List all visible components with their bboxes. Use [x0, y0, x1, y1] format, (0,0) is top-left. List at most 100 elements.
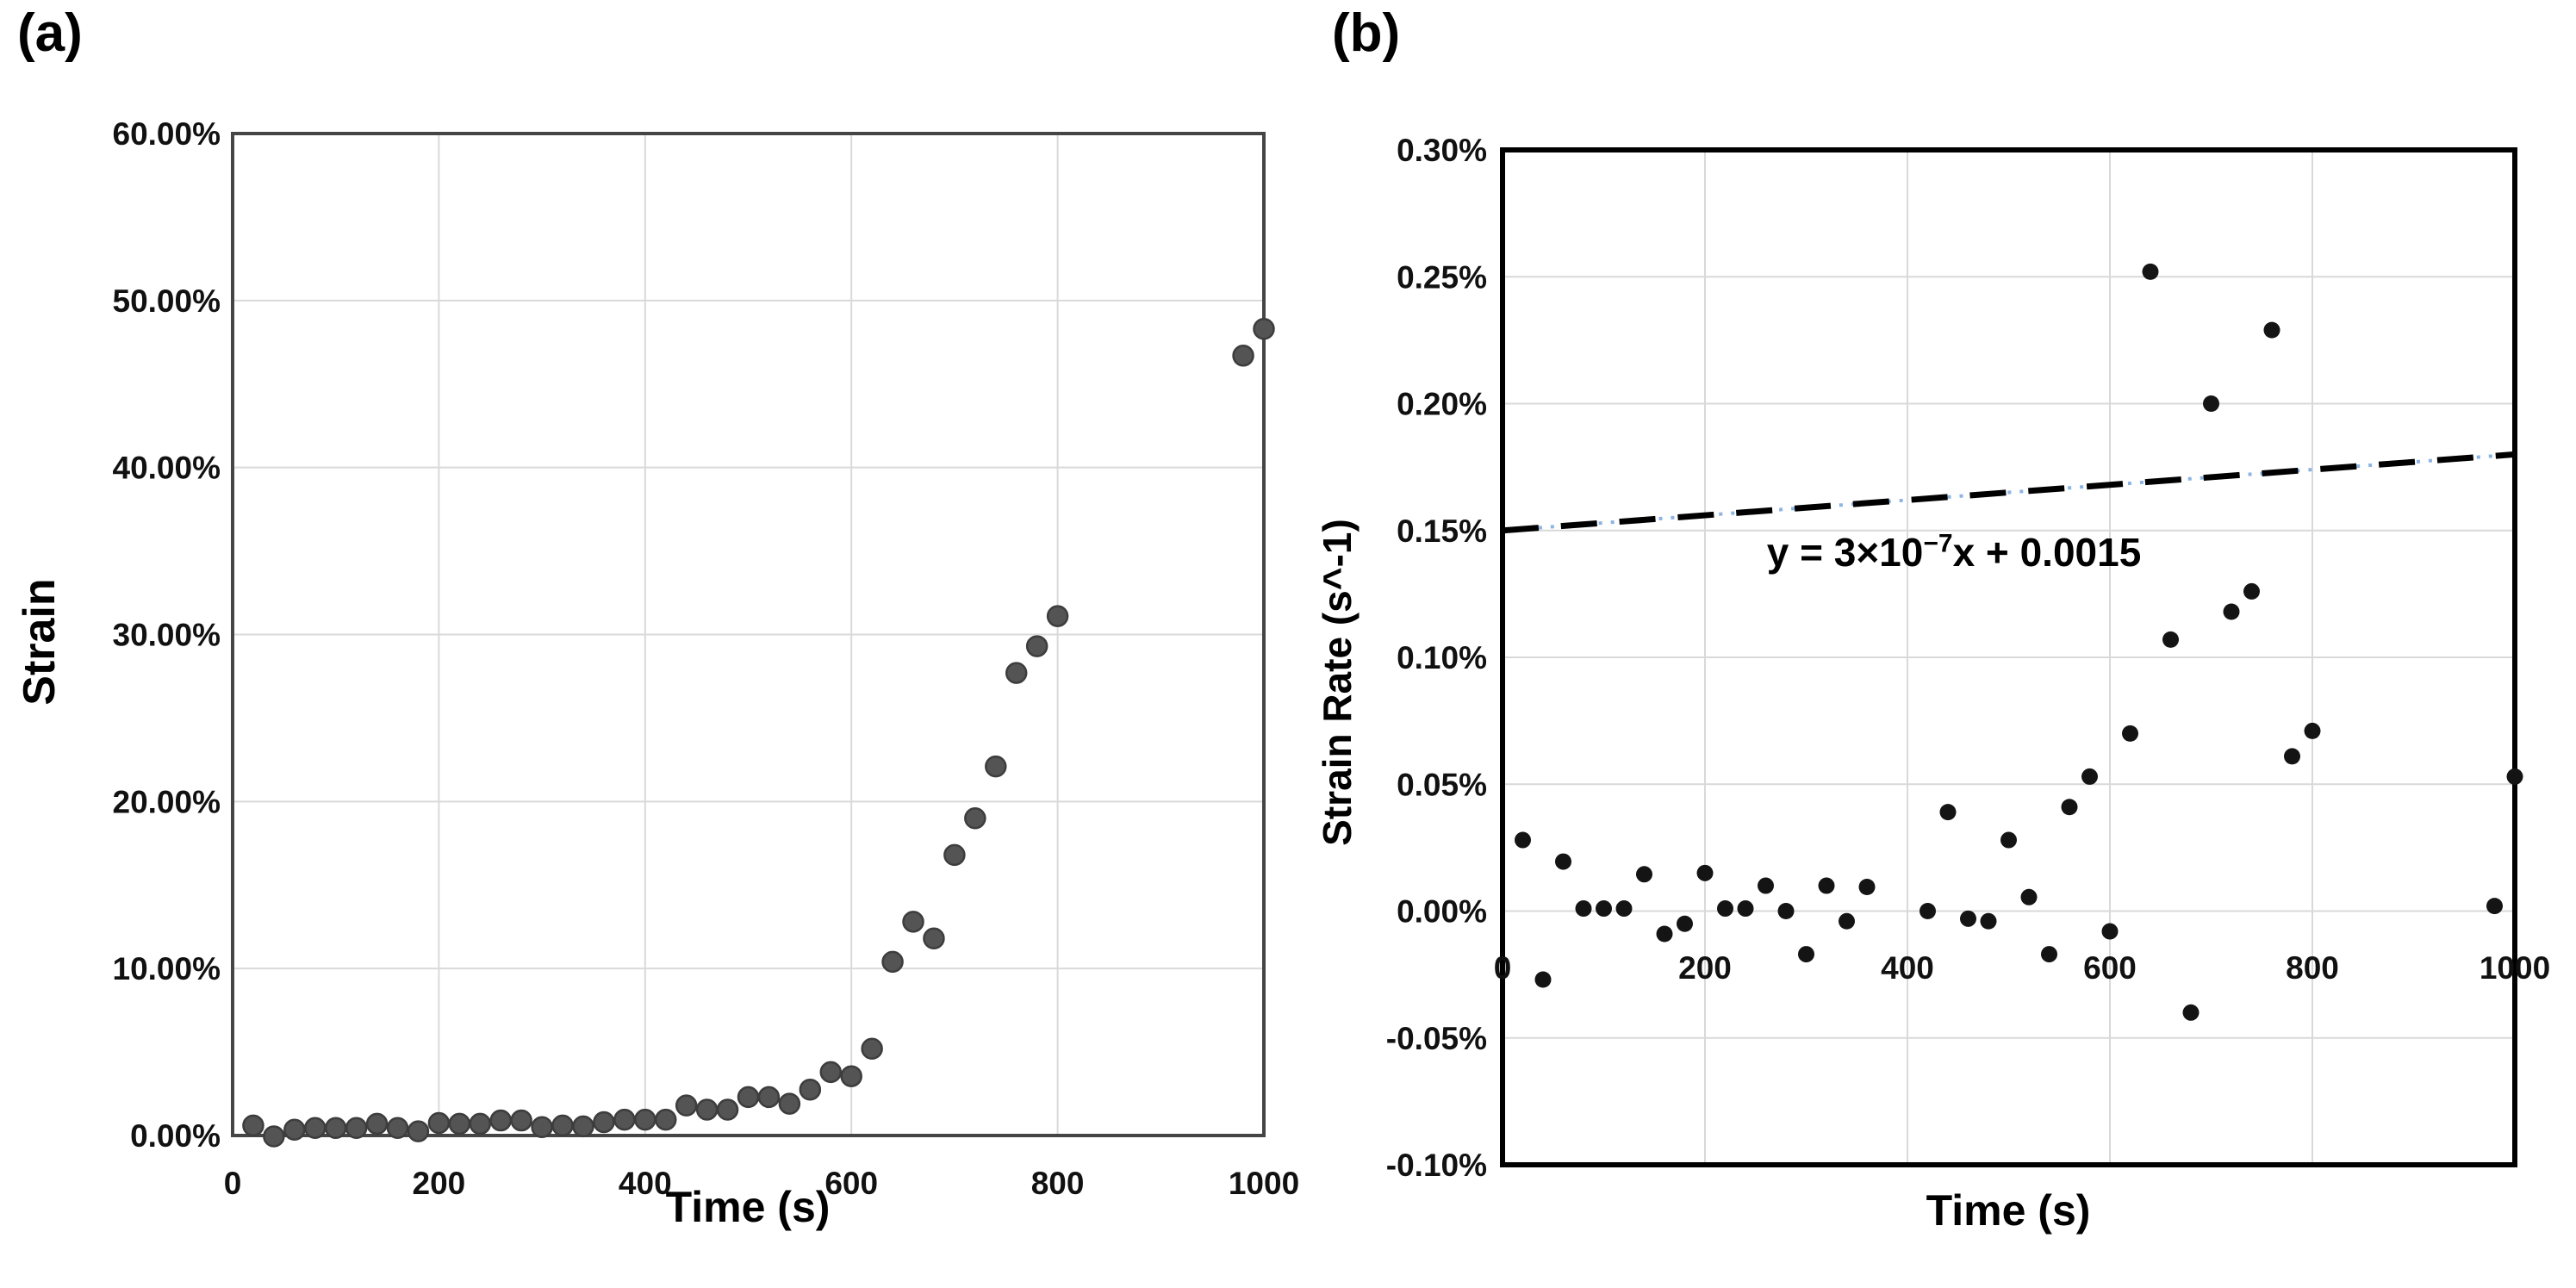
data-point	[2203, 395, 2219, 412]
data-point	[778, 1092, 801, 1115]
data-point	[1677, 915, 1693, 932]
data-point	[324, 1117, 347, 1140]
y-tick-label: 0.20%	[1397, 387, 1487, 422]
data-point	[1005, 662, 1028, 684]
data-point	[510, 1109, 532, 1132]
trendline-equation: y = 3×10−7x + 0.0015	[1767, 529, 2142, 576]
data-point	[1025, 635, 1048, 657]
data-point	[1960, 910, 1976, 927]
y-tick-label: 40.00%	[113, 451, 221, 486]
data-point	[2486, 898, 2503, 915]
x-tick-label: 0	[1494, 950, 1512, 986]
data-point	[923, 927, 945, 950]
data-point	[902, 911, 924, 933]
data-point	[2243, 582, 2260, 600]
data-point	[964, 806, 986, 830]
data-point	[531, 1116, 553, 1139]
x-tick-label: 800	[2286, 950, 2339, 986]
data-point	[943, 843, 966, 867]
y-tick-label: 0.10%	[1397, 640, 1487, 675]
data-point	[985, 755, 1007, 778]
data-point	[819, 1061, 843, 1084]
data-point	[613, 1108, 636, 1131]
data-point	[1696, 864, 1714, 881]
data-point	[427, 1111, 451, 1135]
plot-border-a	[231, 132, 1266, 1137]
data-point	[2162, 631, 2179, 648]
data-point	[1717, 900, 1733, 918]
data-point	[1253, 318, 1275, 340]
y-tick-label: 0.05%	[1397, 767, 1487, 802]
data-point	[675, 1094, 698, 1117]
data-point	[1980, 912, 1997, 930]
x-tick-label: 400	[619, 1166, 672, 1201]
y-tick-label: 20.00%	[113, 784, 221, 819]
x-tick-label: 600	[2083, 950, 2137, 986]
y-tick-label: 0.15%	[1397, 513, 1487, 549]
data-point	[716, 1098, 739, 1121]
data-point	[757, 1086, 781, 1109]
data-point	[1858, 879, 1876, 896]
panel-b-x-axis-title: Time (s)	[1926, 1186, 2091, 1235]
y-tick-label: 50.00%	[113, 283, 221, 319]
data-point	[2041, 946, 2057, 963]
data-point	[1737, 900, 1754, 918]
y-tick-label: 0.25%	[1397, 259, 1487, 295]
y-tick-label: -0.10%	[1386, 1148, 1487, 1183]
data-point	[448, 1112, 471, 1136]
data-point	[1555, 853, 1571, 870]
x-tick-label: 800	[1031, 1166, 1085, 1201]
x-tick-label: 1000	[1229, 1166, 1299, 1201]
trendline-dashed	[1502, 451, 2516, 534]
data-point	[2506, 768, 2523, 785]
panel-a-x-axis-title: Time (s)	[665, 1183, 831, 1231]
data-point	[263, 1125, 285, 1148]
data-point	[2284, 748, 2300, 765]
panel-b-letter: (b)	[1332, 3, 1401, 63]
data-point	[1046, 605, 1069, 627]
y-tick-label: 60.00%	[113, 116, 221, 152]
y-tick-label: 0.00%	[1397, 894, 1487, 930]
data-point	[1777, 903, 1795, 919]
data-point	[1920, 903, 1936, 919]
y-tick-label: 0.30%	[1397, 133, 1487, 168]
data-point	[1818, 877, 1835, 894]
x-tick-label: 600	[824, 1166, 878, 1201]
y-tick-label: -0.05%	[1386, 1021, 1487, 1056]
data-point	[2101, 923, 2119, 940]
data-point	[242, 1114, 264, 1137]
x-tick-label: 0	[224, 1166, 242, 1201]
data-point	[1615, 900, 1633, 918]
y-tick-label: 30.00%	[113, 618, 221, 653]
panel-a-letter: (a)	[17, 3, 83, 63]
data-point	[861, 1037, 883, 1060]
data-point	[2000, 831, 2017, 849]
data-point	[2304, 722, 2321, 739]
data-point	[1232, 345, 1254, 367]
x-tick-label: 1000	[2480, 950, 2550, 986]
data-point	[695, 1098, 719, 1121]
equation-suffix: x + 0.0015	[1952, 530, 2142, 575]
y-tick-label: 10.00%	[113, 951, 221, 986]
x-tick-label: 200	[1678, 950, 1732, 986]
equation-exponent: −7	[1923, 529, 1953, 558]
data-point	[840, 1065, 862, 1087]
plot-border-b	[1500, 147, 2517, 1167]
data-point	[593, 1111, 615, 1134]
data-point	[2142, 263, 2159, 280]
data-point	[737, 1086, 760, 1109]
data-point	[1839, 912, 1855, 930]
data-point	[2122, 725, 2138, 742]
data-point	[634, 1108, 656, 1131]
data-point	[2223, 603, 2240, 620]
x-tick-label: 200	[413, 1166, 466, 1201]
data-point	[2263, 321, 2280, 339]
data-point	[799, 1078, 822, 1101]
data-point	[2182, 1004, 2200, 1021]
data-point	[345, 1117, 368, 1140]
equation-prefix: y = 3×10	[1766, 530, 1924, 575]
data-point	[1758, 877, 1774, 894]
data-point	[2061, 799, 2078, 816]
data-point	[407, 1120, 430, 1142]
